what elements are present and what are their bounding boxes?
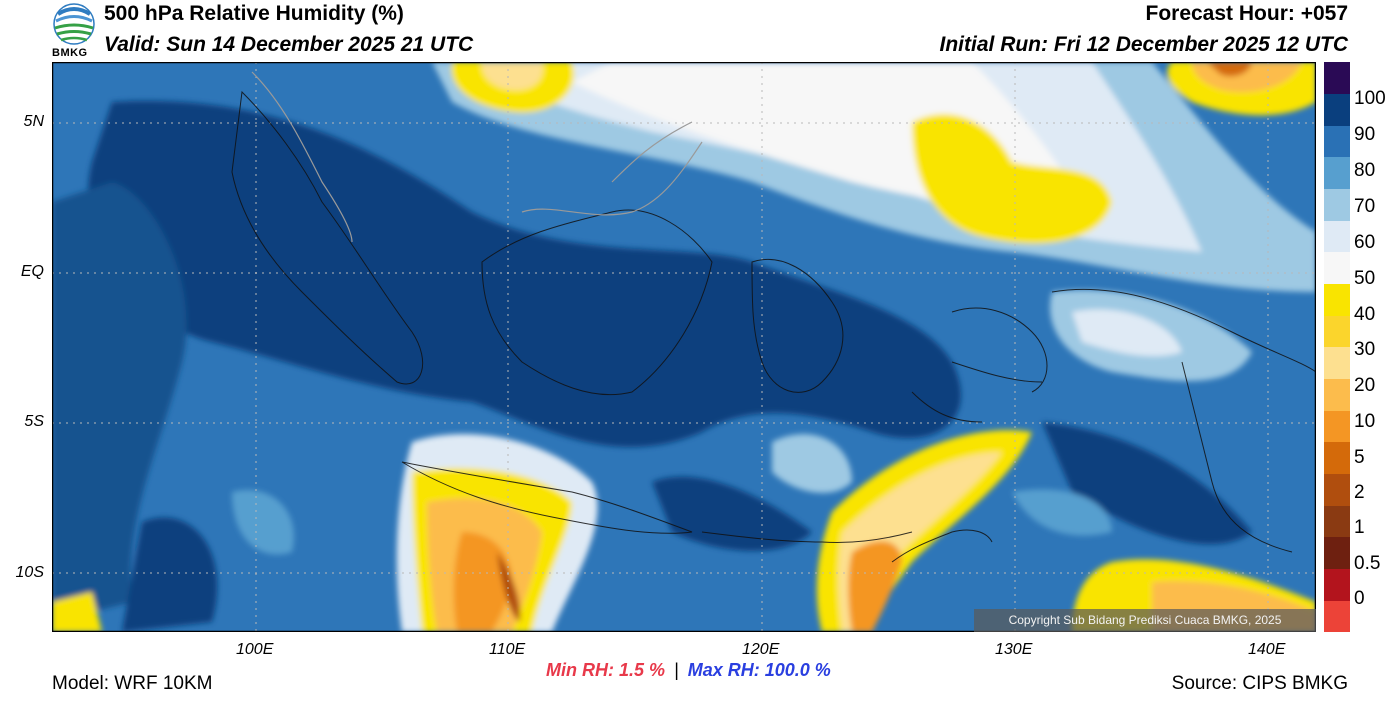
colorbar-label: 0	[1354, 588, 1365, 609]
humidity-map	[52, 62, 1316, 632]
colorbar-segment	[1324, 283, 1350, 316]
colorbar-label: 1	[1354, 517, 1365, 538]
lon-label-140e: 140E	[1248, 641, 1286, 658]
colorbar-segment	[1324, 62, 1350, 95]
colorbar-label: 2	[1354, 482, 1365, 503]
valid-time: Valid: Sun 14 December 2025 21 UTC	[104, 33, 474, 56]
colorbar-segment	[1324, 568, 1350, 601]
source-label: Source: CIPS BMKG	[1171, 673, 1348, 694]
colorbar-segment	[1324, 537, 1350, 570]
colorbar	[1324, 62, 1350, 633]
model-label: Model: WRF 10KM	[52, 673, 213, 694]
map-title: 500 hPa Relative Humidity (%)	[104, 2, 404, 25]
max-rh: Max RH: 100.0 %	[687, 660, 831, 680]
colorbar-segment	[1324, 473, 1350, 506]
colorbar-label: 20	[1354, 375, 1376, 396]
colorbar-label: 100	[1354, 88, 1386, 109]
colorbar-segment	[1324, 188, 1350, 221]
copyright-notice: Copyright Sub Bidang Prediksi Cuaca BMKG…	[974, 609, 1316, 632]
lon-label-120e: 120E	[742, 641, 780, 658]
lon-label-100e: 100E	[236, 641, 274, 658]
colorbar-label: 40	[1354, 304, 1376, 325]
colorbar-label: 90	[1354, 124, 1376, 145]
min-rh: Min RH: 1.5 %	[546, 660, 666, 680]
colorbar-label: 80	[1354, 160, 1376, 181]
lat-label-10s: 10S	[15, 564, 44, 581]
colorbar-segment	[1324, 600, 1350, 633]
colorbar-label: 50	[1354, 268, 1376, 289]
lon-label-110e: 110E	[489, 641, 526, 658]
colorbar-label: 10	[1354, 411, 1376, 432]
lat-label-eq: EQ	[20, 263, 44, 280]
bmkg-logo	[50, 2, 100, 58]
rh-stats: Min RH: 1.5 % | Max RH: 100.0 %	[546, 660, 831, 681]
forecast-hour: Forecast Hour: +057	[1145, 2, 1349, 25]
colorbar-segment	[1324, 220, 1350, 253]
colorbar-segment	[1324, 410, 1350, 443]
lat-label-5n: 5N	[23, 113, 44, 130]
colorbar-label: 0.5	[1354, 553, 1381, 574]
colorbar-label: 70	[1354, 196, 1376, 217]
colorbar-label: 30	[1354, 339, 1376, 360]
lon-label-130e: 130E	[995, 641, 1033, 658]
lat-label-5s: 5S	[24, 413, 44, 430]
colorbar-label: 5	[1354, 447, 1365, 468]
colorbar-segment	[1324, 442, 1350, 475]
colorbar-segment	[1324, 315, 1350, 348]
colorbar-segment	[1324, 378, 1350, 411]
colorbar-segment	[1324, 252, 1350, 285]
stats-separator: |	[674, 660, 679, 680]
colorbar-label: 60	[1354, 232, 1376, 253]
colorbar-segment	[1324, 93, 1350, 126]
colorbar-segment	[1324, 125, 1350, 158]
colorbar-segment	[1324, 157, 1350, 190]
colorbar-segment	[1324, 505, 1350, 538]
colorbar-segment	[1324, 347, 1350, 380]
initial-run: Initial Run: Fri 12 December 2025 12 UTC	[939, 33, 1348, 56]
bmkg-logo-text: BMKG	[52, 47, 88, 59]
